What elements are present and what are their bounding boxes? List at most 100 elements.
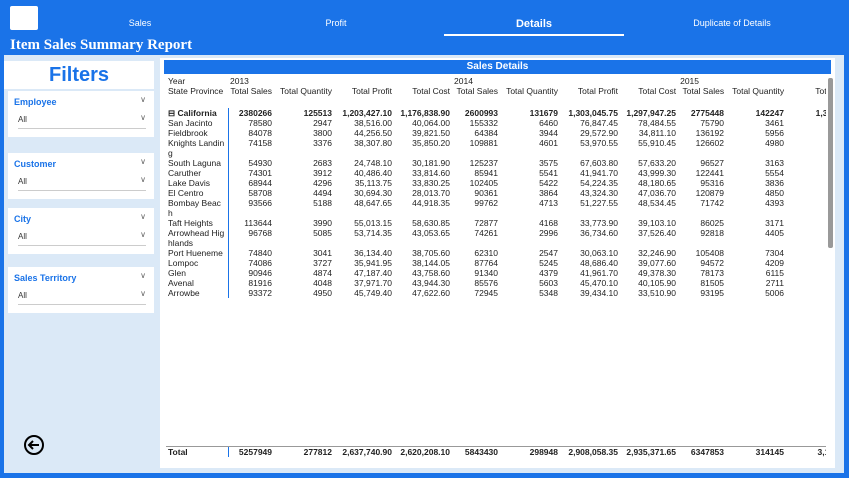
cell: 62310 [474, 248, 498, 258]
cell: 2547 [539, 248, 558, 258]
cell: 113644 [244, 218, 272, 228]
nav-tab[interactable]: Profit [325, 18, 347, 28]
cell: 30,694.30 [354, 188, 392, 198]
year-row: Year 2013 2014 2015 [166, 76, 826, 86]
cell: 142247 [755, 108, 784, 118]
cell: 87764 [474, 258, 498, 268]
cell: 5603 [539, 278, 558, 288]
cell: 60, [786, 138, 826, 158]
cell: 72877 [474, 218, 498, 228]
cell: 3727 [313, 258, 332, 268]
cell: 93195 [700, 288, 724, 298]
cell: 5554 [765, 168, 784, 178]
column-header: Total Quantity [732, 86, 785, 96]
cell: 36,734.60 [580, 228, 618, 238]
slicer-label: Sales Territory [14, 273, 77, 283]
back-button[interactable] [22, 433, 46, 457]
chevron: ∨ [140, 157, 146, 166]
cell: 43,944.30 [412, 278, 450, 288]
cell: 3800 [313, 128, 332, 138]
slicer-value[interactable]: All [18, 232, 146, 246]
cell: 125237 [469, 158, 498, 168]
nav-tab[interactable]: Details [444, 0, 624, 36]
cell: 125513 [303, 108, 332, 118]
cell: 3376 [313, 138, 332, 148]
cell: 57,633.20 [638, 158, 676, 168]
cell: 47, [786, 228, 826, 248]
cell: 122441 [695, 168, 724, 178]
cell: 49,378.30 [638, 268, 676, 278]
slicer[interactable]: Customer All ∨ ∨ [8, 153, 154, 199]
report-title: Item Sales Summary Report [10, 37, 193, 53]
table-row: South Laguna 54930 2683 24,748.10 30,181.90 1… [166, 158, 826, 168]
column-header: Total Profit [351, 86, 392, 96]
table-row: Bombay Beach 93566 5188 48,647.65 44,918.35 9… [166, 198, 826, 218]
cell: 4296 [313, 178, 332, 188]
table-row: Arrowbe 93372 4950 45,749.40 47,622.60 72945 5… [166, 288, 826, 298]
cell: 5188 [313, 198, 332, 208]
cell: 6460 [539, 118, 558, 128]
cell: 92818 [700, 228, 724, 238]
cell: 41,941.70 [580, 168, 618, 178]
cell: 3461 [765, 118, 784, 128]
cell: 7304 [765, 248, 784, 258]
cell: 47,622.60 [412, 288, 450, 298]
row-name: El Centro [166, 188, 229, 198]
cell: 4980 [765, 138, 784, 148]
cell: 2,908,058.35 [568, 447, 618, 457]
cell: 4405 [765, 228, 784, 238]
cell: 74086 [248, 258, 272, 268]
cell: 5085 [313, 228, 332, 238]
cell: 298948 [529, 447, 558, 457]
row-name: Glen [166, 268, 229, 278]
slicer-value[interactable]: All [18, 291, 146, 305]
cell: 3,162,( [817, 447, 826, 457]
table-body: ⊟ California 2380266 125513 1,203,427.10 1,1… [166, 108, 826, 298]
cell [786, 248, 826, 258]
cell: 35,941.95 [354, 258, 392, 268]
slicer-label: City [14, 214, 32, 224]
cell: 81505 [700, 278, 724, 288]
cell: 39,434.10 [580, 288, 618, 298]
cell: 84078 [248, 128, 272, 138]
cell: 38,307.80 [354, 138, 392, 148]
cell: 76,847.45 [580, 118, 618, 128]
table-row: ⊟ California 2380266 125513 1,203,427.10 1,1… [166, 108, 826, 118]
cell: 78173 [700, 268, 724, 278]
cell: 49, [786, 158, 826, 168]
cell: 34,811.10 [638, 128, 676, 138]
cell: 2775448 [690, 108, 724, 118]
slicer[interactable]: Employee All ∨ ∨ [8, 91, 154, 137]
row-name: Lompoc [166, 258, 229, 268]
cell: 5541 [539, 168, 558, 178]
cell: 35,113.75 [354, 178, 392, 188]
cell: 30,181.90 [412, 158, 450, 168]
year: 2013 [230, 76, 249, 86]
cell: 36,134.40 [354, 248, 392, 258]
cell: 67, [786, 188, 826, 198]
slicer[interactable]: City All ∨ ∨ [8, 208, 154, 254]
cell: 75790 [700, 118, 724, 128]
cell: 43,999.30 [638, 168, 676, 178]
cell: 1,297,947.25 [626, 108, 676, 118]
nav-tab[interactable]: Sales [128, 18, 152, 28]
cell: 3575 [539, 158, 558, 168]
cell: 38,705.60 [412, 248, 450, 258]
cell: 81916 [248, 278, 272, 288]
row-name: South Laguna [166, 158, 229, 168]
slicer[interactable]: Sales Territory All ∨ ∨ [8, 267, 154, 313]
scrollbar[interactable] [828, 78, 833, 248]
nav-tab[interactable]: Duplicate of Details [693, 18, 771, 28]
cell: 40,105.90 [638, 278, 676, 288]
cell: 2,637,740.90 [342, 447, 392, 457]
cell: 155332 [469, 118, 498, 128]
cell: 78,484.55 [638, 118, 676, 128]
slicer-value[interactable]: All [18, 177, 146, 191]
cell: 55,910.45 [638, 138, 676, 148]
cell: 314145 [755, 447, 784, 457]
slicer-value[interactable]: All [18, 115, 146, 129]
cell: 36, [786, 268, 826, 278]
cell: 3163 [765, 158, 784, 168]
table-total: Total 5257949 277812 2,637,740.90 2,620,208.… [166, 447, 826, 457]
